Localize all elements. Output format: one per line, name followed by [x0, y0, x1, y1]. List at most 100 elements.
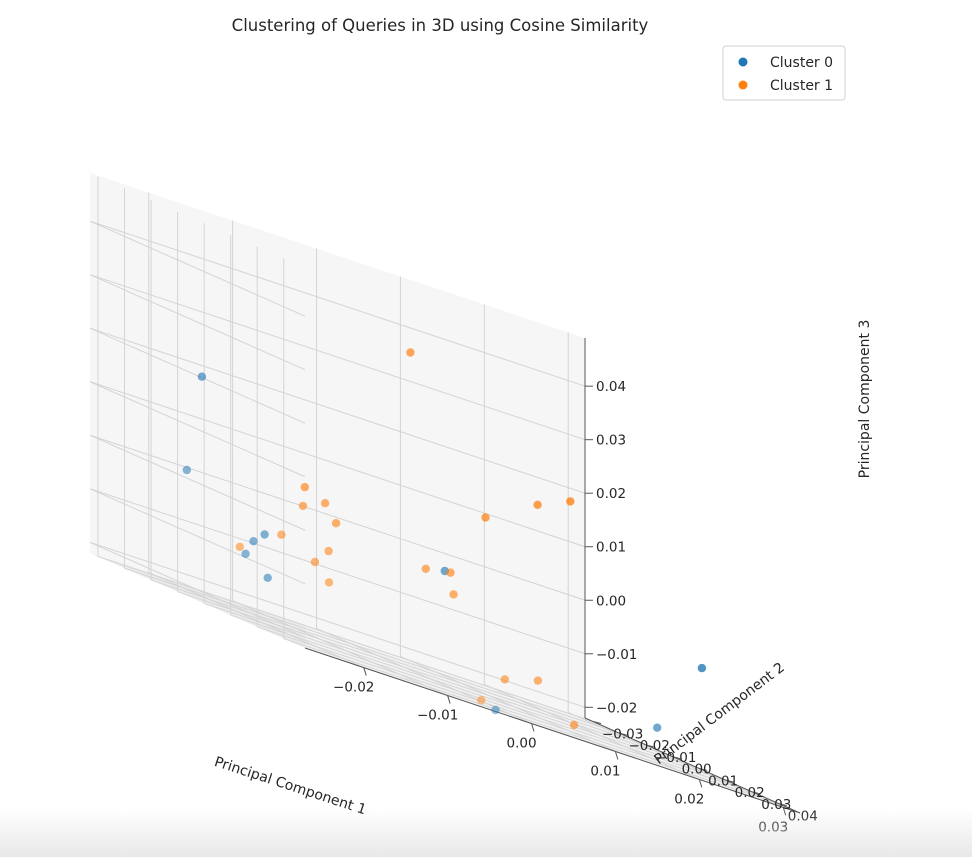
grid-line-y	[97, 556, 594, 722]
data-point-cluster-0	[249, 537, 258, 546]
tick-marks	[363, 385, 787, 816]
data-point-cluster-0	[491, 705, 500, 715]
data-point-cluster-1	[235, 542, 244, 551]
x-tick-label: −0.02	[333, 680, 374, 696]
x-tick-label: 0.02	[674, 791, 704, 807]
y-tick	[699, 767, 708, 771]
data-point-cluster-0	[697, 663, 707, 673]
grid-line-y	[283, 638, 779, 805]
z-tick-label: 0.04	[596, 379, 626, 395]
data-point-cluster-0	[241, 549, 250, 558]
x-tick-label: 0.00	[506, 736, 536, 752]
z-tick-label: −0.02	[596, 700, 637, 716]
y-tick	[725, 779, 734, 783]
y-tick-label: 0.02	[735, 785, 765, 801]
x-tick-label: −0.01	[417, 708, 458, 724]
data-point-cluster-1	[421, 564, 430, 573]
grid-line-z	[89, 381, 306, 478]
y-tick-label: 0.01	[708, 773, 738, 789]
grid-line-z	[89, 220, 306, 317]
y-tick-label: −0.03	[602, 727, 643, 743]
x-tick	[363, 667, 367, 676]
data-point-cluster-1	[533, 676, 543, 685]
data-point-cluster-1	[277, 530, 286, 539]
data-point-cluster-1	[406, 348, 415, 357]
legend-box	[722, 45, 846, 101]
y-tick	[752, 791, 761, 795]
grid-line-y	[230, 614, 726, 781]
axis-panes	[90, 173, 800, 813]
y-tick-label: 0.03	[761, 797, 791, 813]
z-tick-label: 0.03	[596, 433, 626, 449]
grid-line-z	[89, 220, 586, 387]
legend-label-cluster-0: Cluster 0	[770, 55, 833, 71]
data-point-cluster-1	[566, 497, 575, 506]
data-point-cluster-1	[569, 720, 579, 730]
y-tick-label: 0.00	[682, 762, 712, 778]
x-tick	[614, 751, 619, 760]
grid-line-z	[89, 274, 306, 371]
data-point-cluster-1	[320, 499, 330, 508]
y-tick	[619, 732, 628, 736]
data-point-cluster-1	[300, 482, 309, 492]
z-axis-label: Principal Component 3	[857, 320, 873, 479]
z-tick-label: 0.01	[596, 540, 626, 556]
y-tick-label: −0.02	[629, 738, 670, 754]
data-point-cluster-1	[298, 501, 308, 511]
data-point-cluster-1	[310, 557, 320, 567]
y-tick	[778, 803, 787, 807]
data-point-cluster-0	[182, 465, 191, 475]
y-tick-label: −0.01	[655, 750, 696, 766]
x-tick	[531, 723, 535, 732]
chart-title: Clustering of Queries in 3D using Cosine…	[232, 16, 649, 35]
grid-line-y	[150, 579, 647, 746]
z-tick-label: 0.00	[596, 593, 626, 609]
data-point-cluster-1	[324, 578, 334, 587]
y-tick	[645, 744, 655, 748]
z-tick-label: −0.01	[596, 647, 637, 663]
y-tick	[672, 756, 681, 760]
data-point-cluster-1	[477, 696, 486, 705]
data-point-cluster-1	[446, 568, 455, 577]
legend-marker-cluster-0	[738, 57, 748, 67]
grid-line-z	[89, 434, 306, 531]
grid-line-z	[89, 541, 306, 638]
grid-line-z	[89, 274, 586, 441]
data-point-cluster-0	[197, 372, 207, 381]
data-point-cluster-0	[263, 573, 272, 582]
bottom-fade	[0, 809, 972, 857]
data-point-cluster-1	[331, 519, 341, 528]
grid-line-y	[177, 591, 673, 758]
grid-line-y	[203, 602, 700, 769]
legend-marker-cluster-1	[738, 80, 748, 90]
grid-line-y	[257, 626, 753, 793]
grid-line-z	[89, 488, 306, 585]
x-axis-line	[304, 647, 801, 814]
legend: Cluster 0 Cluster 1	[722, 45, 846, 101]
y-axis-label: Principal Component 2	[651, 660, 787, 768]
legend-label-cluster-1: Cluster 1	[770, 78, 833, 94]
data-point-cluster-1	[533, 500, 542, 509]
data-point-cluster-1	[500, 675, 509, 684]
tick-labels: −0.02−0.010.000.010.020.03−0.03−0.02−0.0…	[333, 379, 818, 835]
grid-line-z	[89, 381, 586, 548]
x-tick	[447, 695, 451, 704]
data-points	[182, 348, 707, 732]
grid-line-z	[89, 327, 306, 424]
grid-line-z	[89, 327, 586, 494]
grid-line-y	[124, 567, 620, 734]
x-tick	[698, 779, 703, 788]
data-point-cluster-1	[449, 590, 458, 599]
data-point-cluster-1	[481, 513, 490, 522]
z-tick-label: 0.02	[596, 486, 626, 502]
pane-back	[90, 173, 585, 718]
grid-lines	[89, 176, 784, 808]
grid-line-z	[89, 434, 586, 601]
data-point-cluster-0	[260, 530, 269, 539]
y-tick	[592, 721, 602, 725]
data-point-cluster-1	[324, 546, 333, 556]
grid-line-z	[89, 488, 586, 655]
data-point-cluster-0	[653, 723, 662, 732]
